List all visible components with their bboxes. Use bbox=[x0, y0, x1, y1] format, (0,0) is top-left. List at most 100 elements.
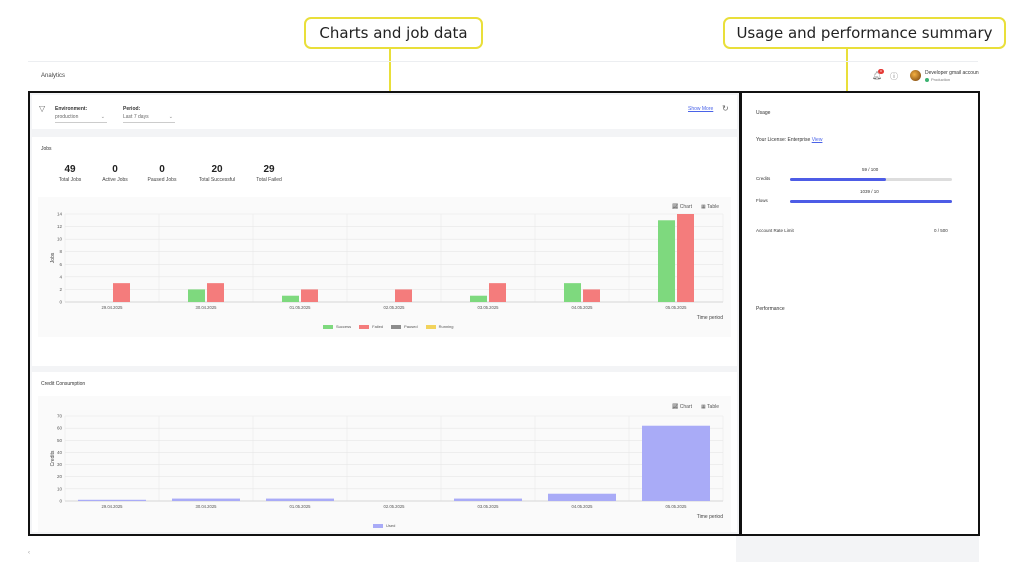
y-tick-label: 30 bbox=[57, 462, 63, 467]
bar-failed bbox=[583, 289, 600, 302]
y-tick-label: 0 bbox=[59, 300, 62, 305]
avatar[interactable] bbox=[910, 70, 921, 81]
x-tick-label: 29.04.2025 bbox=[102, 504, 124, 509]
chart-icon: 📈︎ bbox=[672, 204, 679, 210]
bar-success bbox=[282, 295, 299, 302]
chart-button-label: Chart bbox=[679, 204, 692, 210]
help-icon[interactable]: ⓘ bbox=[890, 72, 898, 81]
legend-item-running[interactable]: Running bbox=[425, 324, 454, 329]
jobs-chart-container bbox=[38, 197, 731, 337]
y-tick-label: 6 bbox=[59, 262, 62, 267]
legend-item-success[interactable]: Success bbox=[323, 324, 351, 329]
summary-region-outline bbox=[740, 91, 980, 536]
refresh-icon[interactable]: ↻ bbox=[722, 104, 729, 113]
performance-panel bbox=[742, 297, 978, 490]
legend-item-used[interactable]: Used bbox=[373, 523, 395, 528]
stat-label: Active Jobs bbox=[102, 177, 128, 183]
credit-chart-container bbox=[38, 396, 731, 532]
x-axis-label: Time period bbox=[697, 315, 723, 321]
credit-bar-chart: 0 10 20 30 40 50 60 70 29.04.2025 30.04.2025 01.05… bbox=[50, 414, 724, 520]
chevron-left-icon[interactable]: ‹ bbox=[28, 550, 30, 556]
show-more-link[interactable]: Show More bbox=[688, 106, 714, 112]
stat-label: Total Successful bbox=[198, 177, 236, 183]
credit-chart-mode-button[interactable]: 📈︎ Chart bbox=[672, 404, 692, 410]
callout-charts-and-job-data: Charts and job data bbox=[304, 17, 483, 49]
bar-used bbox=[266, 498, 334, 501]
filter-bar bbox=[32, 95, 737, 129]
bar-success bbox=[470, 295, 487, 302]
bar-used bbox=[642, 425, 710, 501]
flows-progress-fill bbox=[790, 200, 952, 203]
y-tick-label: 4 bbox=[59, 274, 62, 279]
x-tick-label: 29.04.2025 bbox=[102, 305, 124, 310]
environment-label: Environment: bbox=[55, 106, 88, 112]
credits-progress-bar bbox=[790, 178, 952, 181]
y-tick-label: 60 bbox=[57, 426, 63, 431]
usage-panel bbox=[742, 93, 978, 290]
credit-table-mode-button[interactable]: ▦ Table bbox=[701, 404, 719, 410]
bar-failed bbox=[113, 283, 130, 302]
bar-used bbox=[454, 498, 522, 501]
sidebar-bottom-area bbox=[736, 536, 979, 562]
bar-success bbox=[564, 283, 581, 302]
x-tick-label: 30.04.2025 bbox=[196, 504, 218, 509]
period-label: Period: bbox=[123, 106, 141, 112]
account-environment-label: Production bbox=[931, 77, 951, 82]
account-name[interactable]: Developer gmail accoun bbox=[925, 70, 979, 76]
bar-failed bbox=[301, 289, 318, 302]
jobs-bar-chart: 0 2 4 6 8 10 12 14 29.04.2025 30.04.2025 01.05.202… bbox=[50, 212, 724, 321]
chart-icon: 📈︎ bbox=[672, 404, 679, 410]
flows-value: 1039 / 10 bbox=[860, 189, 879, 194]
bar-used bbox=[172, 498, 240, 501]
rate-limit-label: Account Rate Limit bbox=[756, 228, 794, 233]
stat-label: Total Failed bbox=[256, 177, 282, 183]
notification-bell-icon[interactable]: 🔔︎ bbox=[872, 71, 883, 80]
account-environment: Production bbox=[925, 77, 950, 82]
legend-item-paused[interactable]: Paused bbox=[391, 324, 418, 329]
bar-failed bbox=[677, 214, 694, 302]
flows-label: Flows bbox=[756, 198, 768, 203]
y-tick-label: 20 bbox=[57, 474, 63, 479]
x-tick-label: 01.05.2025 bbox=[290, 305, 312, 310]
environment-status-dot bbox=[925, 77, 929, 82]
x-tick-label: 05.05.2025 bbox=[666, 305, 688, 310]
y-tick-label: 8 bbox=[59, 249, 62, 254]
y-tick-label: 70 bbox=[57, 414, 63, 419]
y-tick-label: 50 bbox=[57, 438, 63, 443]
notification-count-badge: 0 bbox=[878, 69, 884, 74]
jobs-chart-legend: Success Failed Paused Running bbox=[323, 324, 454, 329]
charts-region-outline bbox=[28, 91, 741, 536]
environment-select[interactable]: production ⌄ bbox=[55, 114, 107, 123]
x-tick-label: 02.05.2025 bbox=[384, 305, 406, 310]
bar-failed bbox=[489, 283, 506, 302]
y-tick-label: 14 bbox=[57, 212, 63, 217]
license-text: Your License: Enterprise bbox=[756, 137, 811, 143]
stat-value: 0 bbox=[159, 164, 165, 175]
bar-success bbox=[658, 220, 675, 302]
bar-failed bbox=[395, 289, 412, 302]
bar-failed bbox=[207, 283, 224, 302]
callout-right-leader bbox=[846, 49, 848, 121]
stat-value: 29 bbox=[263, 164, 275, 175]
rate-limit-value: 0 / 500 bbox=[934, 228, 948, 233]
filter-icon[interactable]: ▽ bbox=[39, 104, 46, 113]
license-view-link[interactable]: View bbox=[811, 137, 823, 143]
x-tick-label: 30.04.2025 bbox=[196, 305, 218, 310]
period-select[interactable]: Last 7 days ⌄ bbox=[123, 114, 175, 123]
x-axis-label: Time period bbox=[697, 514, 723, 520]
stat-value: 20 bbox=[211, 164, 223, 175]
license-info: Your License: Enterprise View bbox=[756, 137, 822, 143]
table-button-label: Table bbox=[707, 404, 719, 410]
jobs-table-mode-button[interactable]: ▦ Table bbox=[701, 204, 719, 210]
y-axis-label: Jobs bbox=[50, 252, 56, 263]
y-tick-label: 0 bbox=[59, 499, 62, 504]
x-tick-label: 03.05.2025 bbox=[478, 305, 500, 310]
credits-progress-fill bbox=[790, 178, 886, 181]
jobs-chart-mode-button[interactable]: 📈︎ Chart bbox=[672, 204, 692, 210]
credits-label: Credits bbox=[756, 176, 771, 181]
credit-chart-legend: Used bbox=[373, 523, 395, 528]
legend-item-failed[interactable]: Failed bbox=[359, 324, 383, 329]
stat-value: 0 bbox=[112, 164, 118, 175]
chevron-down-icon: ⌄ bbox=[100, 114, 105, 120]
y-axis-label: Credits bbox=[50, 450, 56, 466]
